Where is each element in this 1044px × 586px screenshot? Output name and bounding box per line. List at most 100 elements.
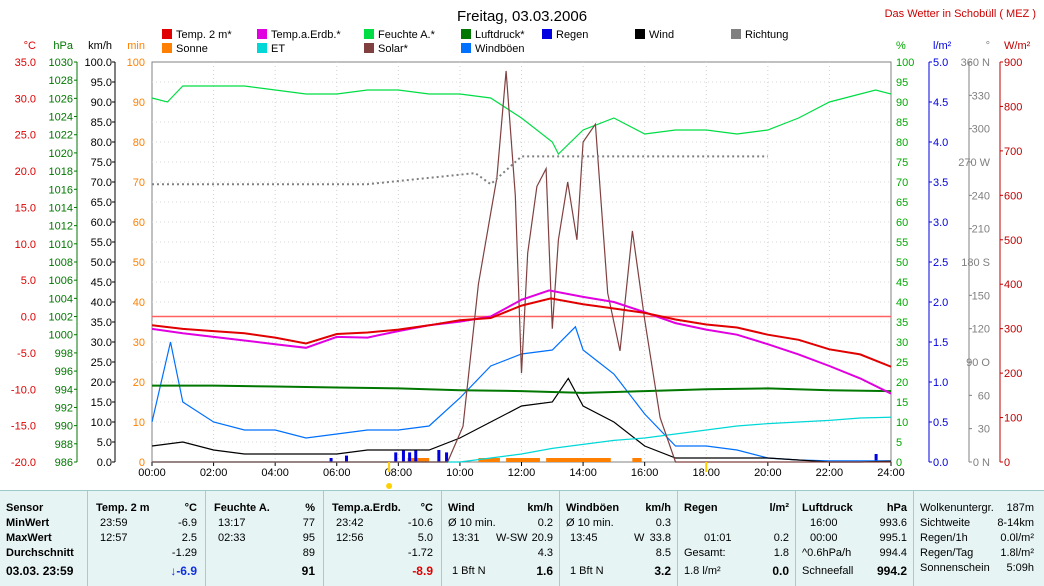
wind-axis-tick-label: 0.0 [97,457,112,469]
time-tick-label: 00:00 [138,467,166,479]
humidity-axis-tick-label: 70 [896,177,908,189]
humidity-axis-tick-label: 0 [896,457,902,469]
humidity-axis-tick-label: 15 [896,397,908,409]
pressure-trend-label: ^0.6hPa/h [802,547,852,559]
direction-axis-tick-label: 60 [978,390,990,402]
pressure-axis-unit: hPa [53,40,73,52]
sun-bar [478,458,500,462]
time-tick-label: 08:00 [385,467,413,479]
temp-unit: °C [184,502,197,514]
rain-bar [344,455,348,462]
chart-title: Freitag, 03.03.2006 [457,8,587,25]
sun-axis-tick-label: 10 [133,417,145,429]
humidity-axis-tick-label: 45 [896,277,908,289]
wind-axis-tick-label: 20.0 [91,377,112,389]
legend-swatch [257,29,267,39]
humidity-max-time: 02:33 [218,532,246,544]
pressure-trend: 994.4 [879,547,907,559]
wind-axis-tick-label: 40.0 [91,297,112,309]
humidity-axis-tick-label: 60 [896,217,908,229]
gusts-unit: km/h [645,502,671,514]
temp-min-time: 23:59 [100,517,128,529]
time-tick-label: 18:00 [692,467,720,479]
solar-axis-tick-label: 800 [1004,101,1022,113]
rain-current: 0.0 [772,564,789,578]
legend-label: Windböen [475,43,525,55]
rain-bar [437,450,441,462]
solar-axis-tick-label: 500 [1004,235,1022,247]
pressure-axis-tick-label: 1004 [49,293,73,305]
wind-axis-tick-label: 50.0 [91,257,112,269]
sun-bar [506,458,540,462]
solar-axis-unit: W/m² [1004,40,1031,52]
rain-axis-tick-label: 4.5 [933,97,948,109]
ground-temp-unit: °C [420,502,433,514]
legend-swatch [461,29,471,39]
wind-axis-tick-label: 95.0 [91,77,112,89]
summary-col-rain: Regen l/m² 01:01 0.2 Gesamt: 1.8 1.8 l/m² 0.… [678,491,796,586]
wind-max-time: 13:31 [452,532,480,544]
wind-axis-tick-label: 10.0 [91,417,112,429]
pressure-axis-tick-label: 1020 [49,148,73,160]
legend-swatch [461,43,471,53]
solar-axis-tick-label: 700 [1004,146,1022,158]
ground-temp-current: -8.9 [412,564,433,578]
pressure-axis-tick-label: 1006 [49,275,73,287]
humidity-unit: % [305,502,315,514]
gusts-header: Windböen [566,502,620,514]
misc-label: Sichtweite [920,517,971,529]
sun-axis-tick-label: 30 [133,337,145,349]
temp-axis-tick-label: 25.0 [15,130,36,142]
snow-label: Schneefall [802,565,854,577]
temp-axis-tick-label: -15.0 [11,421,36,433]
rain-axis-tick-label: 1.0 [933,377,948,389]
wind-axis-tick-label: 60.0 [91,217,112,229]
direction-axis-tick-label: 180 S [961,257,990,269]
wind-axis-unit: km/h [88,40,112,52]
ground-temp-avg: -1.72 [407,547,433,559]
sun-axis-tick-label: 70 [133,177,145,189]
humidity-header: Feuchte A. [214,502,270,514]
humidity-min: 77 [302,517,315,529]
sun-axis-tick-label: 60 [133,217,145,229]
rain-axis-tick-label: 5.0 [933,57,948,69]
ground-temp-min: -10.6 [407,517,433,529]
rain-bar [394,452,398,462]
temp-axis-tick-label: 0.0 [21,312,36,324]
max-label: MaxWert [6,532,52,544]
time-tick-label: 06:00 [323,467,351,479]
rain-axis-tick-label: 4.0 [933,137,948,149]
series-line-wind [151,377,892,463]
legend-label: Feuchte A.* [378,29,436,41]
temp-axis-unit: °C [24,40,36,52]
gusts-current: 3.2 [654,564,671,578]
series-line-temp-a-erdb [151,289,892,395]
rain-axis-tick-label: 2.5 [933,257,948,269]
humidity-axis-tick-label: 75 [896,157,908,169]
temp-avg: -1.29 [171,547,197,559]
wind-axis-tick-label: 30.0 [91,337,112,349]
pressure-max-time: 00:00 [810,532,838,544]
summary-col-pressure: Luftdruck hPa 16:00 993.6 00:00 995.1 ^0.6h… [796,491,914,586]
legend-swatch [364,29,374,39]
pressure-axis-tick-label: 986 [55,457,73,469]
rain-bar [445,452,449,462]
legend-label: Sonne [176,43,208,55]
avg-label: Durchschnitt [6,547,74,559]
temp-max-time: 12:57 [100,532,128,544]
pressure-axis-tick-label: 994 [55,384,73,396]
sunrise-marker [386,483,393,489]
rain-bar [408,452,412,462]
misc-value: 1.8l/m² [1000,547,1034,559]
site-label: Das Wetter in Schobüll ( MEZ ) [885,8,1036,20]
pressure-axis-tick-label: 1030 [49,57,73,69]
direction-axis-tick-label: 360 N [961,57,990,69]
direction-axis-tick-label: 210 [972,224,990,236]
time-tick-label: 16:00 [631,467,659,479]
temp-axis-tick-label: 35.0 [15,57,36,69]
rain-axis-tick-label: 0.0 [933,457,948,469]
sun-axis-tick-label: 90 [133,97,145,109]
pressure-unit: hPa [886,502,907,514]
rain-time: 01:01 [704,532,732,544]
pressure-axis-tick-label: 1012 [49,221,73,233]
